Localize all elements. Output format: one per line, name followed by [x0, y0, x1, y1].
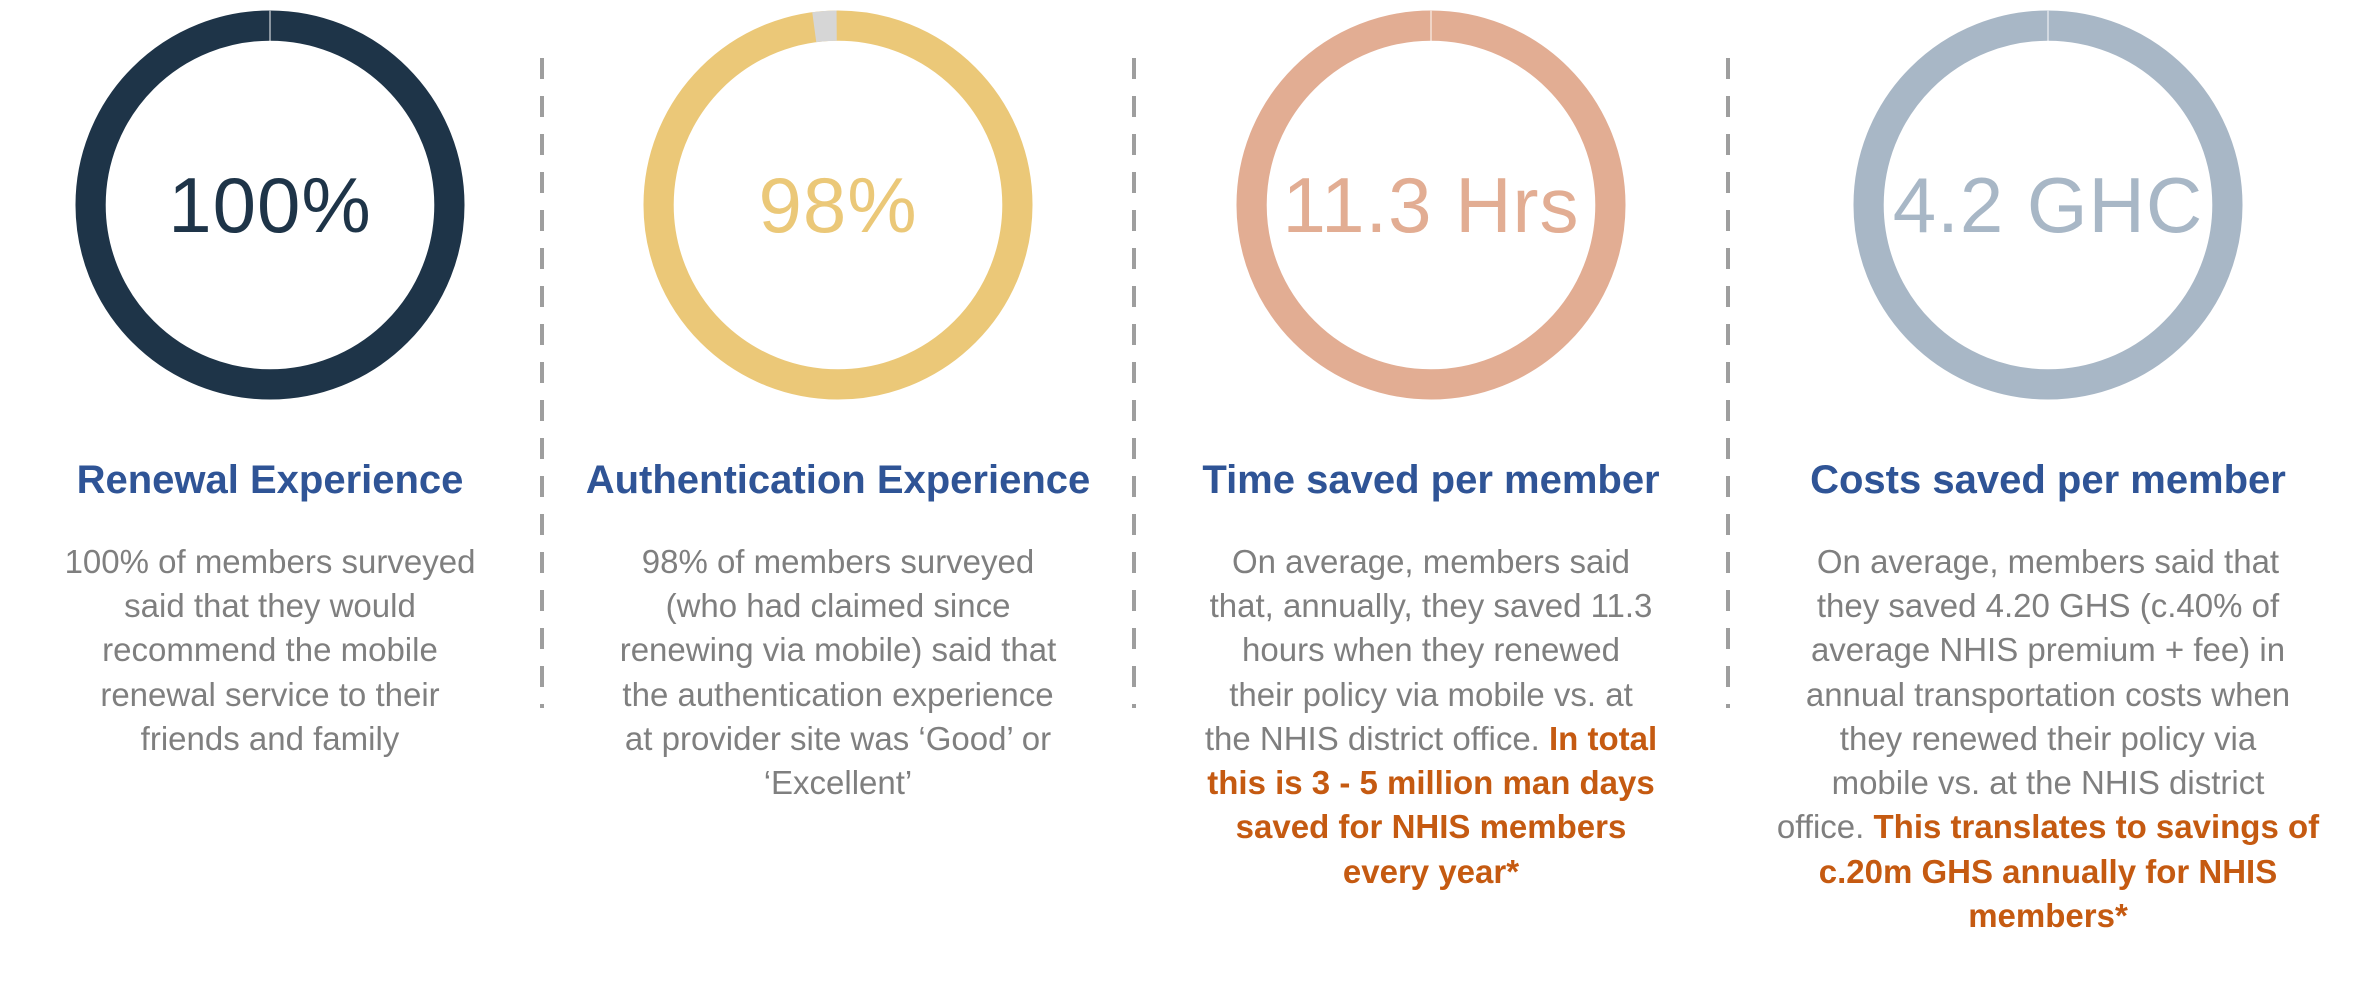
dashed-divider	[1726, 58, 1730, 708]
description-text: On average, members said that they saved…	[1776, 543, 2291, 846]
column-heading: Authentication Experience	[585, 458, 1091, 502]
column-description: On average, members said that they saved…	[1777, 540, 2319, 938]
column-description: 98% of members surveyed (who had claimed…	[620, 540, 1057, 805]
donut-ring-svg	[1236, 10, 1626, 400]
description-highlight: This translates to savings of c.20m GHS …	[1818, 808, 2320, 934]
donut-ring-svg	[1853, 10, 2243, 400]
donut-gauge-renewal: 100%	[75, 10, 465, 400]
column-description: 100% of members surveyed said that they …	[65, 540, 476, 761]
ring-arc	[643, 10, 1033, 400]
donut-ring-svg	[643, 10, 1033, 400]
donut-gauge-time-saved: 11.3 Hrs	[1236, 10, 1626, 400]
description-highlight: In total this is 3 - 5 million man days …	[1207, 719, 1658, 890]
donut-gauge-authentication: 98%	[643, 10, 1033, 400]
column-renewal-experience: 100% Renewal Experience 100% of members …	[0, 0, 540, 1000]
gauge-value: 4.2 GHC	[1892, 160, 2204, 249]
gauge-value: 11.3 Hrs	[1282, 160, 1580, 249]
dashed-divider	[540, 58, 544, 708]
column-costs-saved: 4.2 GHC Costs saved per member On averag…	[1730, 0, 2366, 1000]
dashed-divider	[1132, 58, 1136, 708]
description-text: 100% of members surveyed said that they …	[64, 543, 476, 757]
column-description: On average, members said that, annually,…	[1205, 540, 1657, 894]
column-heading: Costs saved per member	[1810, 458, 2286, 502]
description-text: 98% of members surveyed (who had claimed…	[619, 543, 1057, 802]
gauge-value: 100%	[168, 160, 372, 249]
column-heading: Time saved per member	[1202, 458, 1660, 502]
column-time-saved: 11.3 Hrs Time saved per member On averag…	[1136, 0, 1726, 1000]
donut-ring-svg	[75, 10, 465, 400]
column-heading: Renewal Experience	[76, 458, 464, 502]
description-text: On average, members said that, annually,…	[1204, 543, 1653, 757]
gauge-value: 98%	[758, 160, 918, 249]
column-authentication-experience: 98% Authentication Experience 98% of mem…	[544, 0, 1132, 1000]
donut-gauge-costs-saved: 4.2 GHC	[1853, 10, 2243, 400]
